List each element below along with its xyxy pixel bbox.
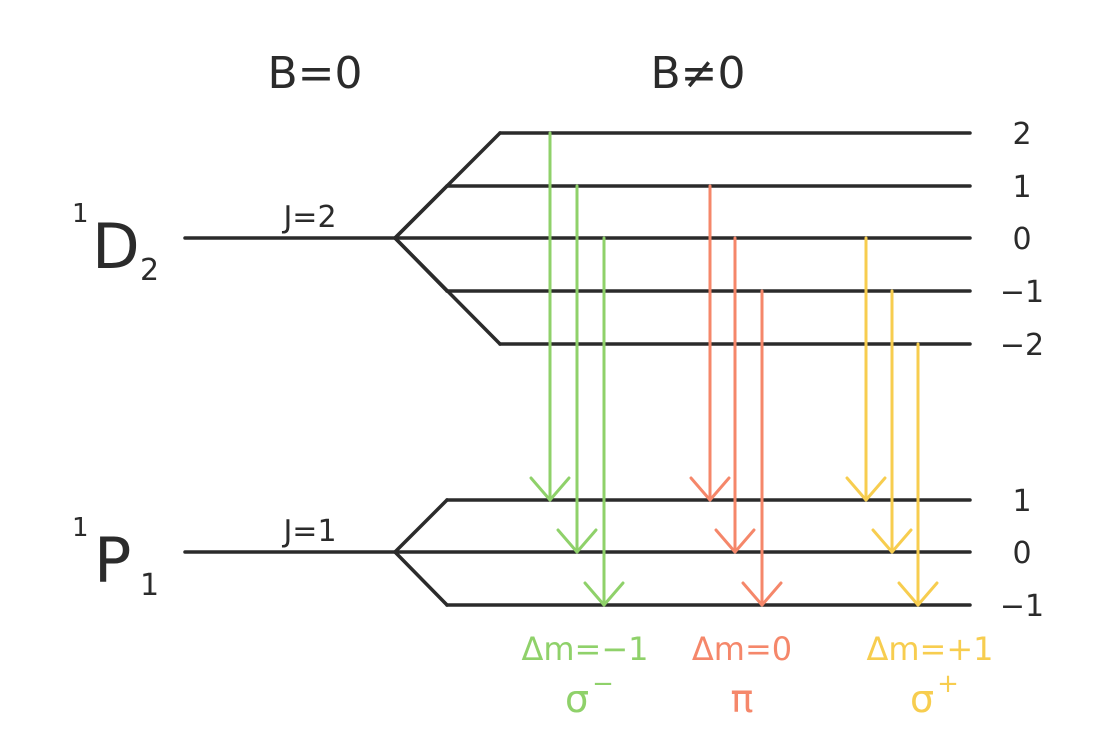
lower-term-symbol: 1 P 1 (72, 513, 159, 603)
arrows-pi (689, 184, 783, 607)
upper-split-connector (393, 236, 502, 346)
upper-split-levels: 2 1 0 −1 −2 (393, 117, 1044, 363)
upper-sublevel-m-0: 0 (393, 222, 1032, 257)
arrows-sigma-minus (529, 131, 625, 607)
upper-sublevel-m-2: 2 (393, 117, 1032, 240)
lower-sublevel-label: −1 (1000, 589, 1044, 624)
b-nonzero-heading: B≠0 (650, 48, 745, 99)
b-zero-heading: B=0 (267, 48, 362, 99)
pi-arrow-head (741, 581, 783, 607)
pi-arrow (689, 184, 731, 502)
lower-j-label: J=1 (281, 514, 336, 549)
lower-sublevel-m-minusminus-1: −1 (393, 550, 1044, 624)
upper-sublevel-m-minusminus-2: −2 (393, 236, 1044, 363)
sigma-minus-arrow (583, 236, 625, 607)
upper-sublevel-label: 2 (1012, 117, 1031, 152)
pi-polarization: π (731, 677, 754, 721)
lower-sublevel-label: 1 (1012, 484, 1031, 519)
sigma-plus-arrow-head (897, 581, 939, 607)
sigma-plus-label: Δm=+1 σ + (866, 630, 993, 721)
upper-sublevel-label: −2 (1000, 328, 1044, 363)
sigma-minus-polarization: σ (565, 677, 589, 721)
sigma-plus-polarization: σ (910, 677, 934, 721)
lower-split-levels: 1 0 −1 (393, 484, 1044, 624)
arrows-sigma-plus (845, 236, 939, 607)
upper-split-connector (393, 184, 449, 240)
lower-split-connector (393, 550, 449, 607)
lower-split-connector (393, 498, 449, 554)
sigma-minus-polarization-sign: − (592, 669, 614, 699)
sigma-minus-arrow-head (556, 528, 598, 554)
sigma-minus-arrow (529, 131, 571, 502)
upper-sublevel-label: −1 (1000, 275, 1044, 310)
sigma-plus-arrow (845, 236, 887, 502)
upper-sublevel-label: 0 (1012, 222, 1031, 257)
lower-multiplicity: 1 (72, 513, 89, 543)
pi-label: Δm=0 π (692, 630, 792, 721)
upper-sublevel-m-1: 1 (393, 170, 1032, 240)
sigma-plus-arrow-head (845, 476, 887, 502)
sigma-plus-arrow (897, 342, 939, 607)
sigma-minus-delta-m: Δm=−1 (521, 630, 648, 668)
upper-j-label: J=2 (281, 200, 336, 235)
pi-arrow-head (714, 528, 756, 554)
pi-arrow (714, 236, 756, 554)
lower-term-letter: P (94, 524, 131, 597)
sigma-plus-arrow-head (871, 528, 913, 554)
sigma-plus-delta-m: Δm=+1 (866, 630, 993, 668)
lower-sublevel-label: 0 (1012, 536, 1031, 571)
sigma-minus-arrow-head (529, 476, 571, 502)
upper-multiplicity: 1 (72, 199, 89, 229)
sigma-plus-arrow (871, 289, 913, 554)
sigma-minus-arrow-head (583, 581, 625, 607)
pi-delta-m: Δm=0 (692, 630, 792, 668)
transition-arrows (529, 131, 939, 607)
upper-term-letter: D (92, 210, 140, 283)
sigma-minus-arrow (556, 184, 598, 554)
lower-sublevel-m-0: 0 (393, 536, 1032, 571)
upper-sublevel-label: 1 (1012, 170, 1031, 205)
sigma-minus-label: Δm=−1 σ − (521, 630, 648, 721)
pi-arrow-head (689, 476, 731, 502)
lower-j-index: 1 (140, 568, 159, 603)
upper-sublevel-m-minusminus-1: −1 (393, 236, 1044, 310)
upper-j-index: 2 (140, 253, 159, 288)
upper-term-symbol: 1 D 2 (72, 199, 159, 288)
pi-arrow (741, 289, 783, 607)
sigma-plus-polarization-sign: + (937, 669, 959, 699)
